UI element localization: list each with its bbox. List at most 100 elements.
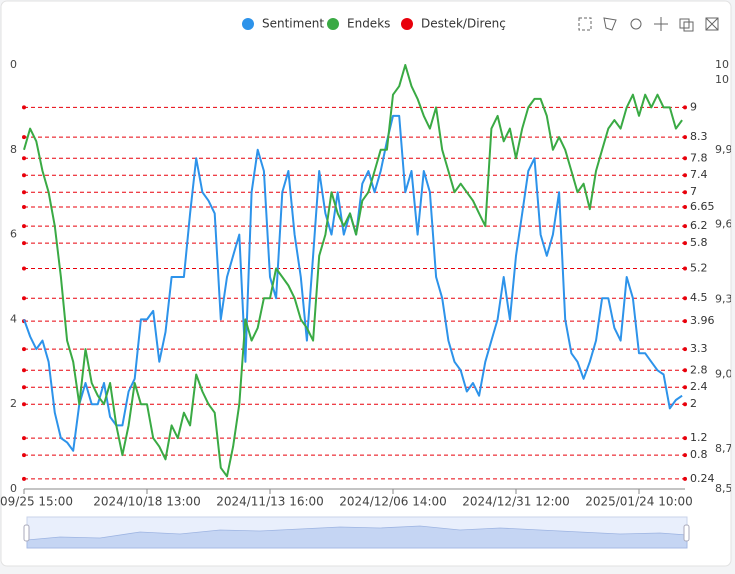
level-label: 7	[690, 185, 697, 198]
x-tick-label: 2024/12/31 12:00	[462, 495, 570, 509]
legend-marker	[242, 18, 254, 30]
toolbox[interactable]	[578, 17, 719, 32]
level-label: 3.96	[690, 314, 715, 327]
level-dot	[683, 368, 687, 373]
level-label: 8.3	[690, 130, 708, 143]
level-label: 2.8	[690, 363, 708, 376]
y2-tick-label: 9,9	[715, 143, 733, 156]
zoom-handle-right[interactable]	[683, 524, 690, 542]
level-dot	[683, 402, 687, 407]
y2-tick-label: 8,7	[715, 442, 733, 455]
level-label: 1.2	[690, 431, 708, 444]
y2-tick-label: 10	[715, 58, 729, 71]
level-dot	[22, 296, 26, 301]
y2-tick-label: 10	[715, 73, 729, 86]
x-tick-label: 2024/10/18 13:00	[93, 495, 201, 509]
level-dot	[22, 368, 26, 373]
level-dot	[683, 319, 687, 324]
lasso-icon[interactable]	[603, 17, 617, 31]
x-tick-label: 2024/12/06 14:00	[339, 495, 447, 509]
zoom-handle-left[interactable]	[23, 524, 30, 542]
level-dot	[22, 135, 26, 140]
level-dot	[683, 347, 687, 352]
level-dot	[22, 436, 26, 441]
level-dot	[22, 241, 26, 246]
y-tick-label: 8	[10, 143, 17, 156]
level-dot	[683, 385, 687, 390]
level-dot	[683, 436, 687, 441]
level-dot	[22, 385, 26, 390]
level-dot	[683, 224, 687, 229]
level-dot	[22, 224, 26, 229]
clear-frame[interactable]	[705, 17, 719, 31]
level-dot	[683, 190, 687, 195]
series-line	[23, 64, 683, 478]
zoom-preview	[26, 525, 688, 549]
level-dot	[22, 266, 26, 271]
level-dot	[683, 135, 687, 140]
level-label: 0.24	[690, 472, 715, 485]
level-dot	[683, 266, 687, 271]
level-dot	[22, 156, 26, 161]
level-dot	[22, 476, 26, 481]
x-tick-label: 2025/01/24 10:00	[585, 495, 693, 509]
y2-axis: 8,5 8,7 9,0 9,3 9,6 9,9 10 10	[715, 58, 733, 495]
x-axis: 09/25 15:00 2024/10/18 13:00 2024/11/13 16…	[0, 488, 693, 509]
y2-tick-label: 9,3	[715, 292, 733, 305]
legend-marker	[401, 18, 413, 30]
level-label: 5.2	[690, 262, 708, 275]
level-label: 3.3	[690, 342, 708, 355]
level-dot	[683, 296, 687, 301]
level-dot	[683, 205, 687, 210]
level-label: 7.8	[690, 151, 708, 164]
level-dot	[683, 105, 687, 110]
y-tick-label: 0	[10, 482, 17, 495]
restore-icon-2[interactable]	[683, 21, 694, 32]
keep-icon[interactable]	[654, 17, 668, 31]
level-label: 7.4	[690, 168, 708, 181]
level-dot	[22, 205, 26, 210]
level-dot	[22, 347, 26, 352]
y-axis: 0 2 4 6 8 10	[3, 58, 17, 495]
level-label: 6.65	[690, 200, 715, 213]
y2-tick-label: 9,6	[715, 218, 733, 231]
data-zoom[interactable]	[23, 516, 690, 549]
clear-icon[interactable]	[705, 17, 719, 31]
y-tick-label: 4	[10, 312, 17, 325]
level-dot	[683, 173, 687, 178]
y2-tick-label: 8,5	[715, 482, 733, 495]
level-label: 5.8	[690, 236, 708, 249]
level-dot	[22, 402, 26, 407]
level-dot	[683, 156, 687, 161]
x-tick-label: 09/25 15:00	[0, 495, 73, 509]
legend: Sentiment Endeks Destek/Direnç	[242, 17, 506, 31]
level-dot	[22, 190, 26, 195]
level-label: 2.4	[690, 380, 708, 393]
polygon-icon[interactable]	[630, 18, 642, 30]
legend-label: Destek/Direnç	[421, 17, 506, 31]
zoom-icon[interactable]	[578, 17, 592, 31]
level-dot	[683, 241, 687, 246]
level-dot	[683, 476, 687, 481]
level-label: 6.2	[690, 219, 708, 232]
level-label: 9	[690, 100, 697, 113]
lines-layer	[23, 64, 683, 478]
level-dot	[22, 105, 26, 110]
legend-marker	[327, 18, 339, 30]
y-tick-label: 6	[10, 228, 17, 241]
y2-tick-label: 9,0	[715, 367, 733, 380]
level-label: 4.5	[690, 291, 708, 304]
level-dot	[22, 173, 26, 178]
legend-label: Sentiment	[262, 17, 324, 31]
y-tick-label: 10	[3, 58, 17, 71]
level-label: 2	[690, 397, 697, 410]
level-label: 0.8	[690, 448, 708, 461]
level-dot	[683, 453, 687, 458]
level-dot	[22, 453, 26, 458]
legend-label: Endeks	[347, 17, 390, 31]
x-tick-label: 2024/11/13 16:00	[216, 495, 324, 509]
y-tick-label: 2	[10, 397, 17, 410]
